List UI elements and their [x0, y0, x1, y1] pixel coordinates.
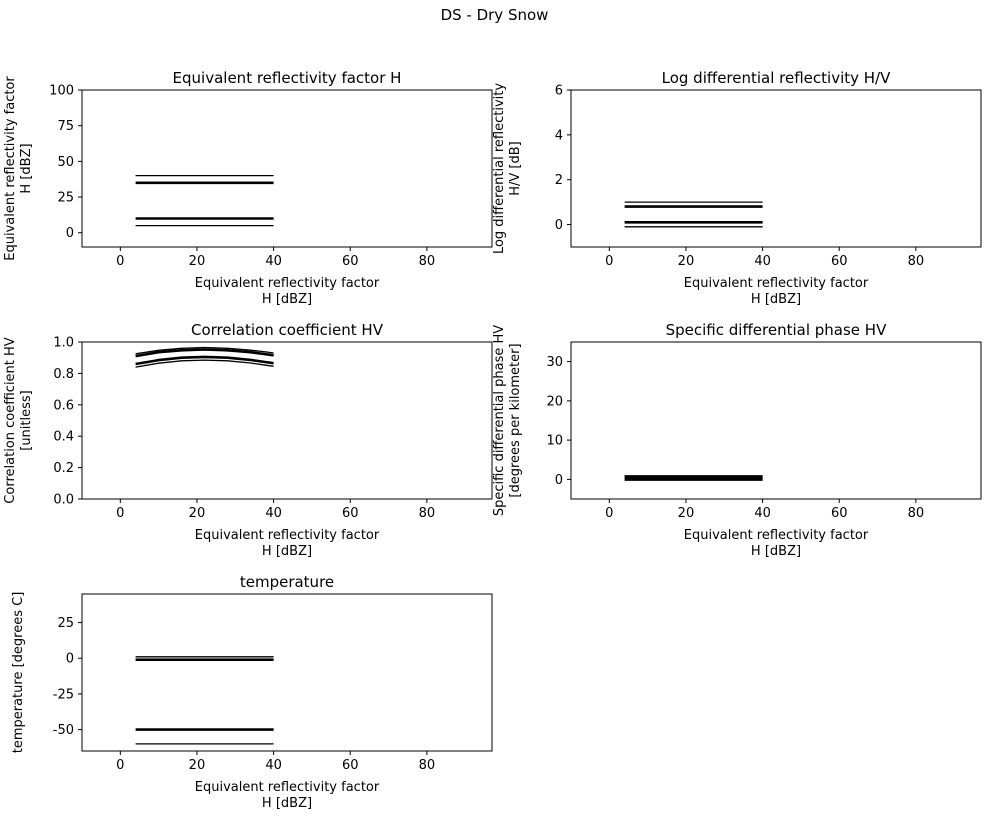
x-tick-label: 40	[265, 254, 282, 269]
y-tick-label: 0	[66, 652, 74, 667]
y-tick-label: 0.6	[53, 398, 74, 413]
axes-frame	[570, 89, 982, 248]
series-line-1	[135, 359, 274, 368]
x-axis-label: H [dBZ]	[262, 292, 312, 307]
subplot-title: Log differential reflectivity H/V	[662, 69, 892, 87]
y-axis-label: Log differential reflectivity	[492, 83, 507, 254]
y-tick-label: -50	[53, 723, 74, 738]
x-tick-label: 80	[419, 758, 436, 773]
x-tick-label: 0	[116, 758, 124, 773]
y-tick-label: -25	[53, 687, 74, 702]
x-axis-label: Equivalent reflectivity factor	[684, 528, 869, 543]
x-axis-label: Equivalent reflectivity factor	[684, 276, 869, 291]
y-tick-label: 0.2	[53, 461, 74, 476]
y-tick-label: 0	[66, 226, 74, 241]
x-axis-label: H [dBZ]	[262, 544, 312, 559]
y-axis-label: temperature [degrees C]	[11, 592, 26, 754]
x-tick-label: 20	[189, 506, 206, 521]
x-tick-label: 80	[908, 254, 925, 269]
x-tick-label: 40	[265, 758, 282, 773]
y-tick-label: 0.8	[53, 367, 74, 382]
x-tick-label: 40	[265, 506, 282, 521]
x-tick-label: 40	[754, 254, 771, 269]
subplot-5: temperature 0 20 40 60 80 -50 -25 0 25 Equivalent …	[11, 573, 493, 811]
y-tick-label: 0.0	[53, 493, 74, 508]
subplot-1: Equivalent reflectivity factor H 0 20 40 60 8…	[3, 69, 493, 307]
axes-frame	[81, 593, 493, 752]
y-tick-label: 20	[546, 394, 563, 409]
x-tick-label: 20	[189, 758, 206, 773]
x-tick-label: 60	[342, 254, 359, 269]
x-tick-label: 40	[754, 506, 771, 521]
x-tick-label: 0	[605, 506, 613, 521]
y-tick-label: 2	[555, 173, 563, 188]
y-tick-label: 75	[57, 119, 74, 134]
x-axis-label: H [dBZ]	[751, 544, 801, 559]
x-tick-label: 60	[831, 254, 848, 269]
subplot-title: Specific differential phase HV	[666, 321, 887, 339]
x-axis-label: Equivalent reflectivity factor	[195, 780, 380, 795]
y-axis-label: Correlation coefficient HV	[3, 337, 18, 503]
y-tick-label: 6	[555, 84, 563, 99]
y-axis-label: [degrees per kilometer]	[508, 343, 523, 497]
y-tick-label: 25	[57, 616, 74, 631]
axes-frame	[81, 341, 493, 500]
y-axis-label: H/V [dB]	[508, 141, 523, 196]
x-axis-label: Equivalent reflectivity factor	[195, 276, 380, 291]
subplot-title: temperature	[240, 573, 334, 591]
y-tick-label: 0.4	[53, 430, 74, 445]
y-axis-label: H [dBZ]	[19, 143, 34, 193]
x-tick-label: 20	[678, 506, 695, 521]
y-tick-label: 0	[555, 473, 563, 488]
x-axis-label: H [dBZ]	[262, 796, 312, 811]
x-axis-label: Equivalent reflectivity factor	[195, 528, 380, 543]
y-tick-label: 1.0	[53, 336, 74, 351]
y-axis-label: Equivalent reflectivity factor	[3, 76, 18, 261]
y-tick-label: 4	[555, 128, 563, 143]
x-tick-label: 60	[342, 758, 359, 773]
x-axis-label: H [dBZ]	[751, 292, 801, 307]
figure-title: DS - Dry Snow	[440, 6, 549, 24]
x-tick-label: 20	[678, 254, 695, 269]
x-tick-label: 80	[419, 254, 436, 269]
subplot-2: Log differential reflectivity H/V0 20 40 60…	[492, 69, 982, 307]
subplot-3: Correlation coefficient HV 0 20 40 60 80 0.0 0.…	[3, 321, 493, 559]
x-tick-label: 0	[605, 254, 613, 269]
subplot-title: Correlation coefficient HV	[191, 321, 384, 339]
axes-frame	[81, 89, 493, 248]
x-tick-label: 80	[419, 506, 436, 521]
subplot-title: Equivalent reflectivity factor H	[173, 69, 402, 87]
y-axis-label: Specific differential phase HV	[492, 325, 507, 516]
y-axis-label: [unitless]	[19, 390, 34, 451]
x-tick-label: 60	[831, 506, 848, 521]
x-tick-label: 20	[189, 254, 206, 269]
x-tick-label: 60	[342, 506, 359, 521]
axes-frame	[570, 341, 982, 500]
series-line-2	[135, 355, 274, 366]
y-tick-label: 0	[555, 218, 563, 233]
series-line-3	[135, 348, 274, 358]
y-tick-label: 25	[57, 191, 74, 206]
y-tick-label: 10	[546, 434, 563, 449]
x-tick-label: 80	[908, 506, 925, 521]
y-tick-label: 100	[49, 84, 74, 99]
y-tick-label: 30	[546, 355, 563, 370]
y-tick-label: 50	[57, 155, 74, 170]
x-tick-label: 0	[116, 506, 124, 521]
x-tick-label: 0	[116, 254, 124, 269]
series-line-4	[135, 346, 274, 355]
subplot-4: Specific differential phase HV 0 20 40 60 80 0…	[492, 321, 982, 559]
